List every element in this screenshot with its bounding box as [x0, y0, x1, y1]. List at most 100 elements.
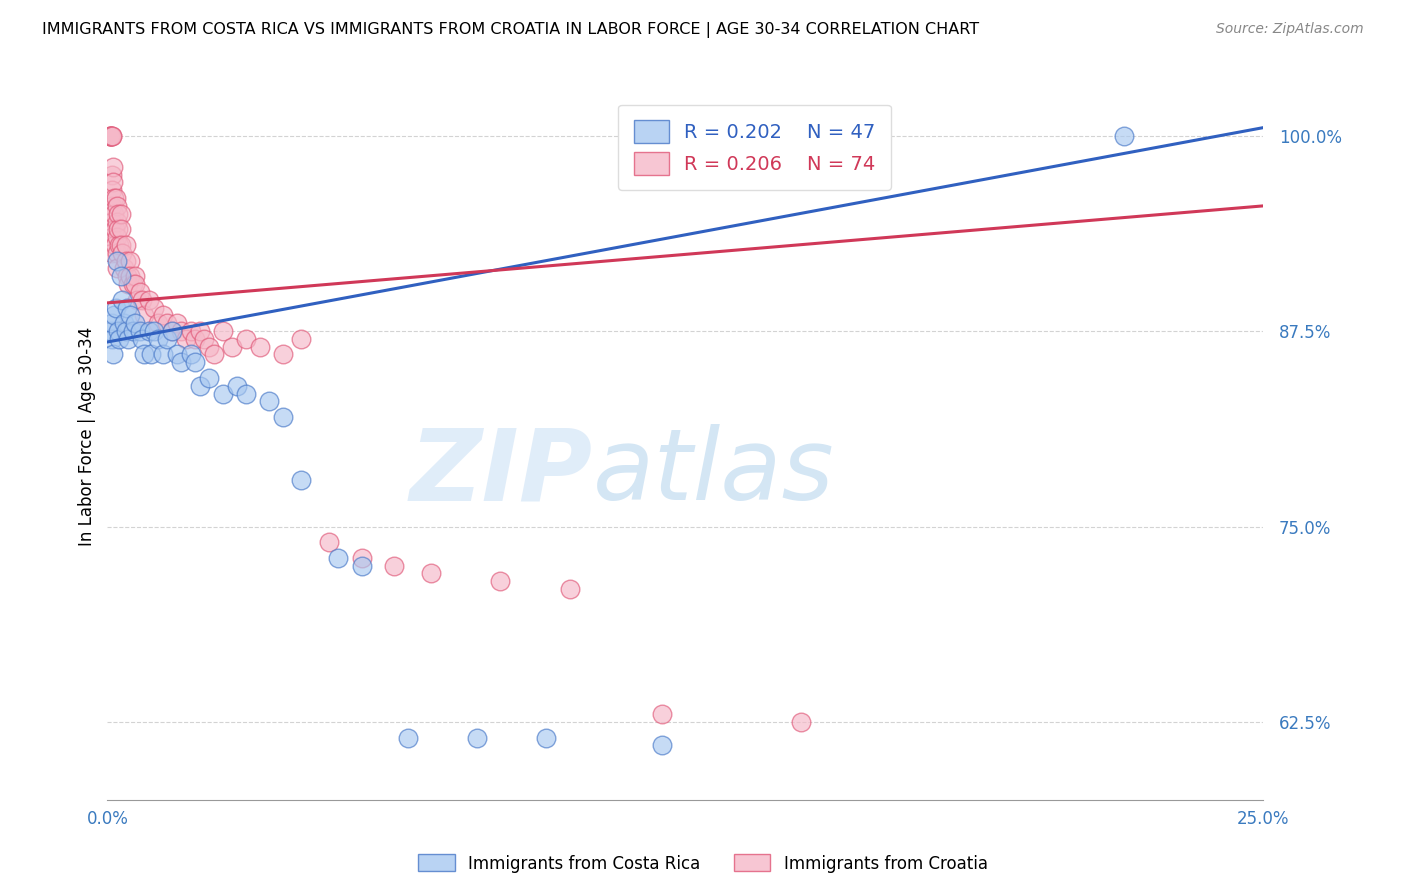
- Point: [101, 347, 124, 361]
- Point: [152, 309, 174, 323]
- Point: [115, 301, 138, 315]
- Point: [651, 739, 673, 753]
- Point: [212, 386, 235, 401]
- Point: [212, 324, 235, 338]
- Point: [124, 269, 146, 284]
- Point: [257, 394, 280, 409]
- Point: [142, 301, 165, 315]
- Point: [202, 347, 225, 361]
- Point: [221, 340, 243, 354]
- Point: [120, 253, 142, 268]
- Point: [103, 176, 125, 190]
- Point: [101, 199, 124, 213]
- Point: [112, 316, 135, 330]
- Point: [180, 347, 202, 361]
- Point: [198, 371, 221, 385]
- Point: [101, 230, 124, 244]
- Point: [101, 128, 124, 143]
- Point: [124, 277, 146, 292]
- Text: atlas: atlas: [593, 425, 834, 522]
- Point: [101, 245, 124, 260]
- Point: [235, 332, 257, 346]
- Point: [101, 168, 124, 182]
- Point: [193, 332, 215, 346]
- Point: [107, 222, 129, 236]
- Point: [110, 238, 132, 252]
- Text: ZIP: ZIP: [409, 425, 593, 522]
- Legend: R = 0.202    N = 47, R = 0.206    N = 74: R = 0.202 N = 47, R = 0.206 N = 74: [619, 104, 891, 190]
- Point: [100, 324, 122, 338]
- Point: [166, 347, 188, 361]
- Point: [101, 160, 124, 174]
- Point: [1114, 128, 1136, 143]
- Point: [127, 293, 149, 307]
- Point: [108, 238, 131, 252]
- Point: [104, 238, 127, 252]
- Point: [105, 261, 128, 276]
- Point: [105, 253, 128, 268]
- Point: [98, 128, 121, 143]
- Point: [328, 550, 350, 565]
- Point: [104, 222, 127, 236]
- Point: [170, 355, 193, 369]
- Point: [107, 324, 129, 338]
- Point: [138, 324, 160, 338]
- Point: [184, 332, 207, 346]
- Point: [235, 386, 257, 401]
- Point: [110, 222, 132, 236]
- Point: [121, 277, 143, 292]
- Point: [131, 293, 153, 307]
- Point: [100, 332, 122, 346]
- Legend: Immigrants from Costa Rica, Immigrants from Croatia: Immigrants from Costa Rica, Immigrants f…: [412, 847, 994, 880]
- Point: [100, 128, 122, 143]
- Point: [98, 128, 121, 143]
- Point: [131, 332, 153, 346]
- Point: [156, 316, 179, 330]
- Point: [104, 301, 127, 315]
- Point: [142, 324, 165, 338]
- Point: [184, 355, 207, 369]
- Point: [115, 324, 138, 338]
- Point: [115, 253, 138, 268]
- Text: IMMIGRANTS FROM COSTA RICA VS IMMIGRANTS FROM CROATIA IN LABOR FORCE | AGE 30-34: IMMIGRANTS FROM COSTA RICA VS IMMIGRANTS…: [42, 22, 980, 38]
- Point: [465, 731, 488, 745]
- Point: [110, 207, 132, 221]
- Point: [101, 316, 124, 330]
- Point: [105, 214, 128, 228]
- Point: [166, 316, 188, 330]
- Point: [105, 199, 128, 213]
- Point: [160, 324, 183, 338]
- Point: [141, 347, 163, 361]
- Point: [290, 332, 312, 346]
- Point: [134, 309, 156, 323]
- Point: [105, 245, 128, 260]
- Point: [152, 347, 174, 361]
- Point: [111, 293, 134, 307]
- Point: [124, 316, 146, 330]
- Text: Source: ZipAtlas.com: Source: ZipAtlas.com: [1216, 22, 1364, 37]
- Point: [290, 473, 312, 487]
- Point: [103, 207, 125, 221]
- Point: [188, 378, 211, 392]
- Point: [121, 324, 143, 338]
- Point: [108, 332, 131, 346]
- Point: [100, 128, 122, 143]
- Point: [180, 324, 202, 338]
- Point: [107, 207, 129, 221]
- Point: [318, 535, 340, 549]
- Point: [105, 230, 128, 244]
- Point: [138, 293, 160, 307]
- Point: [249, 340, 271, 354]
- Point: [101, 214, 124, 228]
- Point: [120, 269, 142, 284]
- Point: [489, 574, 512, 589]
- Point: [350, 550, 373, 565]
- Point: [225, 378, 247, 392]
- Point: [789, 714, 811, 729]
- Point: [100, 128, 122, 143]
- Point: [134, 347, 156, 361]
- Point: [558, 582, 581, 596]
- Point: [112, 261, 135, 276]
- Point: [188, 324, 211, 338]
- Point: [536, 731, 558, 745]
